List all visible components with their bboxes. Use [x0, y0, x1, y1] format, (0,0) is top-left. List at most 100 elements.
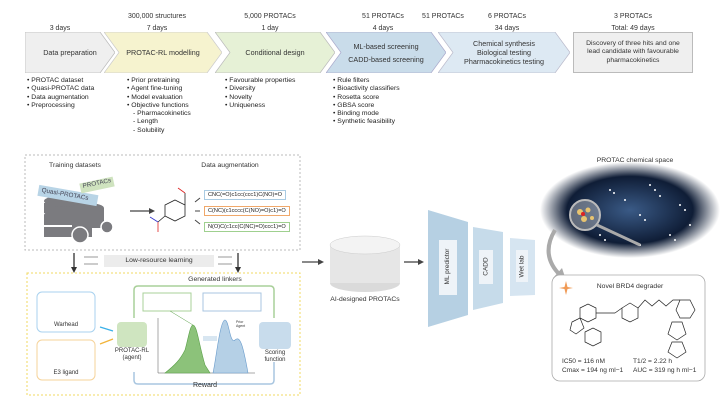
result-box — [551, 274, 706, 382]
scoring-network-icon — [259, 322, 291, 349]
linker-a — [142, 292, 192, 312]
augmentation-title: Data augmentation — [201, 162, 259, 169]
step-title: Biological testing — [477, 48, 531, 57]
shift-arrow — [203, 336, 217, 341]
step-duration: Total: 49 days — [611, 25, 655, 32]
step-count: 5,000 PROTACs — [244, 13, 296, 20]
smiles-1: CNC(=O)c1cc(ccc1)C(NO)=O — [204, 190, 286, 200]
bullet: Rule filters — [333, 77, 400, 85]
e3-box — [36, 339, 96, 381]
step-synthesis-testing: Chemical synthesis Biological testing Ph… — [438, 32, 570, 73]
quasi-tag — [37, 184, 99, 207]
cadd-label: CADD — [482, 257, 490, 276]
molecule-dots — [599, 184, 691, 246]
sub-bullet: Solubility — [127, 127, 191, 135]
molecule — [149, 187, 186, 232]
plot-legend: Prior Agent — [236, 320, 246, 328]
bullet: PROTAC dataset — [27, 77, 94, 85]
t-half-value: T1/2 = 2.22 h — [633, 358, 673, 365]
step-title: Chemical synthesis — [473, 39, 535, 48]
warhead-label: Warhead — [53, 322, 79, 328]
training-box — [24, 154, 301, 251]
step-title: Conditional design — [245, 48, 305, 57]
step-count: 51 PROTACs — [422, 13, 464, 20]
step-conditional-design: Conditional design — [215, 32, 335, 73]
magnifier-icon — [569, 199, 601, 231]
protacs-tag — [79, 176, 115, 194]
step-duration: 4 days — [372, 25, 394, 32]
step-title: PROTAC-RL modelling — [126, 48, 200, 57]
step-count: 51 PROTACs — [362, 13, 404, 20]
bullet: Bioactivity classifiers — [333, 85, 399, 93]
reward-label: Reward — [192, 382, 218, 389]
agent-network-icon — [117, 322, 147, 347]
agent-label: PROTAC-RL (agent) — [114, 348, 150, 361]
step-title: Discovery of three hits and one — [586, 39, 680, 47]
step-duration: 1 day — [261, 25, 279, 32]
bullet: GBSA score — [333, 102, 400, 110]
bullets-protac-rl: Prior pretraining Agent fine-tuning Mode… — [127, 77, 191, 135]
bullet: Objective functions — [127, 102, 191, 110]
result-title: Novel BRD4 degrader — [596, 283, 664, 290]
step-title: CADD-based screening — [348, 54, 424, 64]
bullet: Binding mode — [333, 110, 400, 118]
agent-distribution — [164, 324, 211, 374]
bullets-screening: Rule filters Bioactivity classifiers Ros… — [333, 77, 400, 127]
step-count: 3 PROTACs — [614, 13, 652, 20]
bullet: Data augmentation — [27, 94, 94, 102]
bullets-conditional-design: Favourable properties Diversity Novelty … — [225, 77, 295, 110]
bullet: Favourable properties — [225, 77, 295, 85]
training-title: Training datasets — [49, 162, 101, 169]
bullet: Model evaluation — [127, 94, 191, 102]
bullet: Rosetta score — [333, 94, 400, 102]
bullet: Diversity — [225, 85, 295, 93]
low-resource-label: Low-resource learning — [125, 257, 193, 264]
sub-bullet: Pharmacokinetics — [127, 110, 191, 118]
bullet: Preprocessing — [27, 102, 94, 110]
smiles-2: C(NC)(c1cccc(C(NO)=O)c1)=O — [204, 206, 290, 216]
step-count: 300,000 structures — [128, 13, 186, 20]
step-screening: ML-based screening CADD-based screening — [326, 32, 446, 73]
ic50-value: IC50 = 116 nM — [562, 358, 605, 365]
chemical-space — [540, 162, 720, 258]
brd4-degrader-structure — [569, 299, 696, 359]
smiles-3: N(O)C(c1cc(C(NC)=O)ccc1)=O — [204, 222, 290, 232]
step-discovery: Discovery of three hits and one lead can… — [573, 32, 693, 73]
ml-predictor-label: ML predictor — [444, 248, 451, 285]
step-count: 6 PROTACs — [488, 13, 526, 20]
sparkle-icon — [559, 281, 573, 295]
bullets-data-preparation: PROTAC dataset Quasi-PROTAC data Data au… — [27, 77, 94, 110]
bullet: Agent fine-tuning — [127, 85, 191, 93]
reward-plot — [157, 310, 255, 374]
rl-box — [26, 272, 301, 396]
scoring-function-label: Scoring function — [264, 350, 286, 363]
step-title: Data preparation — [43, 48, 97, 57]
sub-bullet: Length — [127, 118, 191, 126]
bullet: Synthetic feasibility — [333, 118, 400, 126]
step-title: pharmacokinetics — [606, 56, 660, 64]
bullet: Novelty — [225, 94, 295, 102]
ai-designed-label: AI-designed PROTACs — [330, 296, 400, 303]
bullet: Uniqueness — [225, 102, 295, 110]
auc-value: AUC = 319 ng h ml−1 — [633, 367, 697, 374]
warhead-box — [36, 291, 96, 333]
bullet: Prior pretraining — [127, 77, 191, 85]
step-duration: 34 days — [494, 25, 520, 32]
gear-icon — [71, 220, 114, 244]
step-duration: 3 days — [49, 25, 71, 32]
step-title: ML-based screening — [353, 41, 419, 51]
e3-ligand-label: E3 ligand — [53, 370, 79, 376]
step-duration: 7 days — [146, 25, 168, 32]
linker-b — [202, 292, 262, 312]
protac-cylinder — [329, 235, 401, 292]
step-title: Pharmacokinetics testing — [464, 57, 544, 66]
step-title: lead candidate with favourable — [587, 48, 679, 56]
step-protac-rl-modelling: PROTAC-RL modelling — [104, 32, 222, 73]
low-resource-bar — [104, 255, 214, 267]
cmax-value: Cmax = 194 ng ml−1 — [562, 367, 624, 374]
wet-lab-label: Wet lab — [518, 255, 526, 278]
bullet: Quasi-PROTAC data — [27, 85, 94, 93]
chemical-space-title: PROTAC chemical space — [596, 157, 674, 164]
prior-distribution — [212, 319, 249, 374]
